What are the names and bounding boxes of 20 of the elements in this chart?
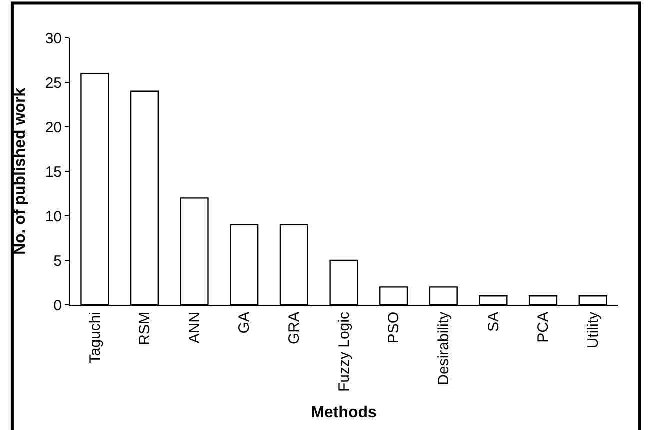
x-tick-label: PCA (535, 312, 552, 343)
y-tick-label: 30 (45, 30, 62, 48)
x-tick-label: Taguchi (86, 312, 104, 364)
y-tick-label: 25 (45, 74, 62, 92)
x-tick-label: GA (236, 312, 254, 334)
x-tick-label: ANN (186, 312, 204, 344)
x-tick-label: Fuzzy Logic (336, 312, 353, 392)
y-tick-label: 10 (45, 208, 62, 226)
x-tick-label: Desirability (436, 312, 453, 386)
y-tick-label: 5 (54, 252, 62, 270)
x-tick-label: Utility (584, 312, 602, 349)
y-axis-title: No. of published work (12, 88, 30, 256)
y-tick-label: 20 (45, 119, 62, 136)
y-tick-label: 0 (54, 297, 62, 314)
x-tick-label: GRA (286, 312, 304, 345)
x-tick-label: PSO (386, 312, 403, 344)
x-axis-title: Methods (311, 404, 377, 422)
x-tick-label: SA (485, 312, 502, 332)
y-tick-label: 15 (45, 164, 62, 181)
x-tick-label: RSM (136, 312, 154, 346)
